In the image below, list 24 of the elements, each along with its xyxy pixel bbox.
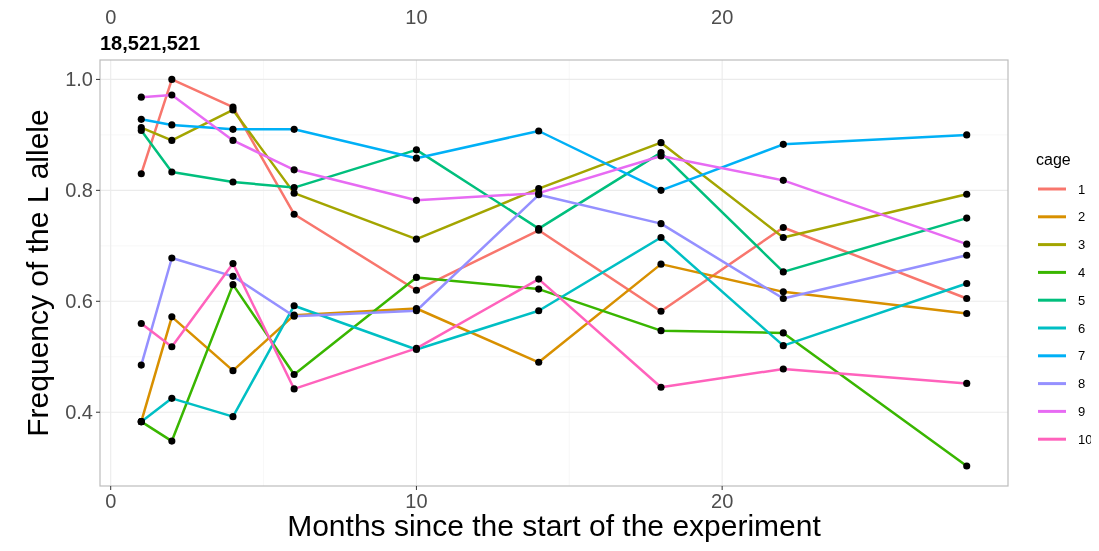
x2-tick-label: 0 <box>105 6 117 28</box>
legend-label: 1 <box>1078 181 1086 197</box>
chart-title: 18,521,521 <box>100 32 201 54</box>
legend-label: 6 <box>1078 320 1086 336</box>
legend-title: cage <box>1036 151 1071 168</box>
legend-label: 2 <box>1078 209 1086 225</box>
x-tick-label: 0 <box>105 490 117 512</box>
legend-label: 8 <box>1078 376 1086 392</box>
x2-tick-label: 10 <box>405 6 428 28</box>
x-tick-label: 10 <box>405 490 428 512</box>
y-tick-label: 1.0 <box>65 68 93 91</box>
y-tick-label: 0.8 <box>65 179 93 202</box>
legend-label: 3 <box>1078 237 1086 253</box>
legend-label: 4 <box>1078 264 1086 280</box>
legend-label: 9 <box>1078 403 1086 419</box>
y-axis-title: Frequency of the L allele <box>21 109 54 437</box>
legend-label: 5 <box>1078 292 1086 308</box>
x2-tick-label: 20 <box>711 6 734 28</box>
y-tick-label: 0.4 <box>65 401 93 424</box>
legend-label: 10 <box>1078 431 1093 447</box>
x-axis-title: Months since the start of the experiment <box>287 509 822 542</box>
legend-label: 7 <box>1078 348 1086 364</box>
x-tick-label: 20 <box>711 490 734 512</box>
y-tick-label: 0.6 <box>65 290 93 313</box>
